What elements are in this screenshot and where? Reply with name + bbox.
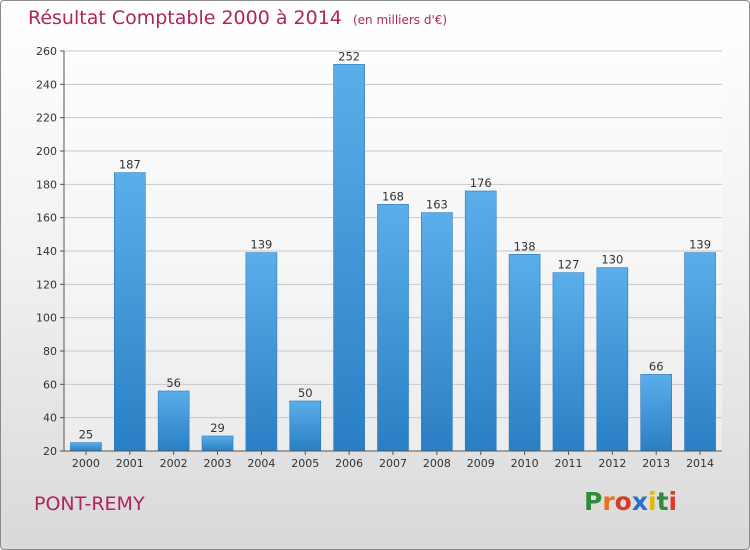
x-tick-label: 2010 [511,457,539,470]
bar-value-label: 163 [426,198,448,212]
logo-letter: o [614,487,632,516]
logo-letter: r [602,487,615,516]
bar-value-label: 139 [250,238,272,252]
x-tick-label: 2007 [379,457,407,470]
y-tick-label: 20 [43,445,57,458]
bar-value-label: 252 [338,49,360,63]
bar [421,212,453,452]
y-tick-label: 40 [43,412,57,425]
x-tick-label: 2000 [72,457,100,470]
y-tick-label: 80 [43,345,57,358]
bar [289,400,322,452]
logo-letter: P [584,487,603,516]
bar [157,390,190,452]
x-tick-label: 2001 [116,457,144,470]
y-tick-label: 240 [36,78,57,91]
bar-value-label: 127 [557,258,579,272]
bar-value-label: 25 [79,428,94,442]
bar-value-label: 66 [649,359,664,373]
chart-unit-label: (en milliers d'€) [352,13,448,27]
bar-value-label: 56 [166,376,181,390]
x-tick-label: 2005 [291,457,319,470]
commune-name: PONT-REMY [34,493,145,515]
bar [552,272,585,452]
x-tick-label: 2006 [335,457,363,470]
x-tick-label: 2008 [423,457,451,470]
chart-title: Résultat Comptable 2000 à 2014 (en milli… [28,7,447,29]
proxiti-logo: Proxiti [584,487,677,516]
bar [333,64,365,452]
y-tick-label: 100 [36,312,57,325]
x-tick-label: 2003 [204,457,232,470]
y-tick-label: 180 [36,178,57,191]
x-tick-label: 2012 [598,457,626,470]
x-tick-label: 2014 [686,457,714,470]
x-tick-label: 2004 [247,457,275,470]
bar-value-label: 139 [689,238,711,252]
bar [596,267,629,452]
bar [640,374,673,452]
y-tick-label: 60 [43,378,57,391]
chart-title-text: Résultat Comptable 2000 à 2014 [28,7,342,29]
y-tick-label: 220 [36,112,57,125]
x-tick-label: 2002 [160,457,188,470]
y-tick-label: 160 [36,212,57,225]
bar [377,204,409,452]
x-tick-label: 2013 [642,457,670,470]
x-tick-label: 2009 [467,457,495,470]
logo-letter: x [631,487,648,516]
x-tick-label: 2011 [554,457,582,470]
bar-value-label: 138 [514,239,536,253]
bar-value-label: 176 [470,176,492,190]
bar [508,254,541,452]
bar [684,252,716,452]
y-tick-label: 260 [36,45,57,58]
bar [70,442,102,452]
bar-value-label: 168 [382,189,404,203]
y-tick-label: 140 [36,245,57,258]
bar-value-label: 187 [119,158,141,172]
logo-letter: i [668,487,678,516]
bar [245,252,278,452]
bar-value-label: 50 [298,386,313,400]
y-tick-label: 120 [36,278,57,291]
logo-letter: t [656,487,669,516]
bar [201,435,234,452]
logo-letter: i [648,487,657,516]
y-tick-label: 200 [36,145,57,158]
bar-value-label: 29 [210,421,225,435]
bar [464,190,497,452]
bar [114,172,146,452]
bar-value-label: 130 [601,253,623,267]
